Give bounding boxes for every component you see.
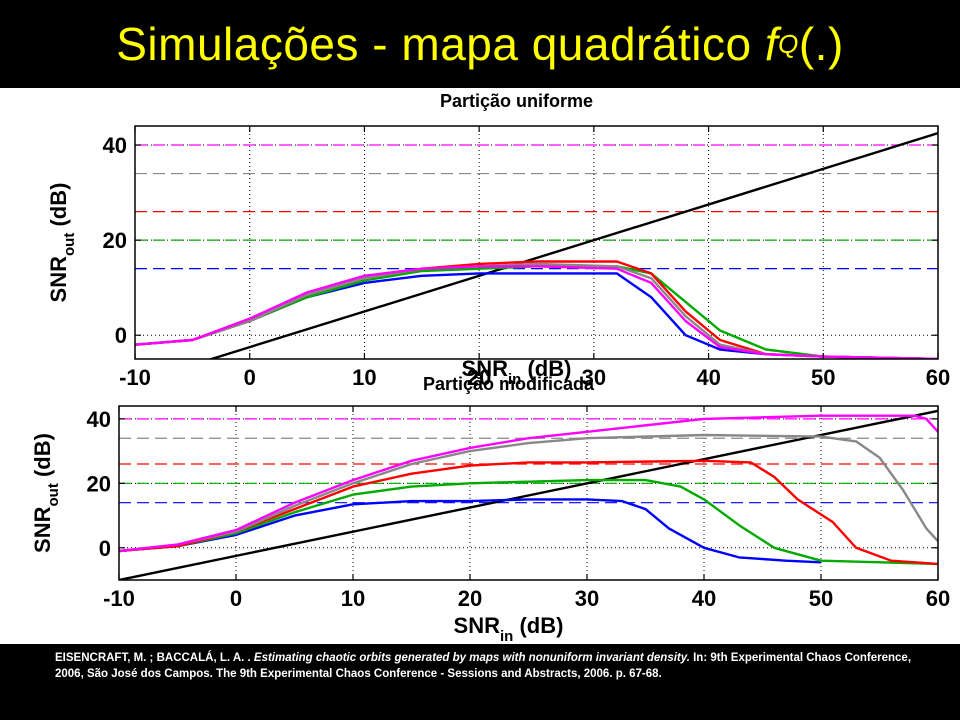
citation-details: In: 9th Experimental Chaos Conference, 2… <box>55 652 912 680</box>
x-tick-label: 30 <box>575 586 599 611</box>
y-axis-label-sub: out <box>61 233 78 256</box>
series-line <box>135 265 938 359</box>
x-tick-label: -10 <box>103 586 135 611</box>
x-tick-label: 0 <box>230 586 242 611</box>
slide-title: Simulações - mapa quadrático f Q (.) <box>0 0 960 88</box>
y-axis-label-main: SNR <box>46 256 71 303</box>
x-axis-label-main: SNR <box>454 613 501 638</box>
x-axis-label-unit: (dB) <box>521 356 571 381</box>
x-axis-label-unit: (dB) <box>513 613 563 638</box>
x-axis-label-sub: in <box>508 371 521 388</box>
series-line <box>119 459 938 566</box>
y-axis-label: SNRout (dB) <box>46 183 78 303</box>
series-line <box>119 414 938 553</box>
x-tick-label: -10 <box>119 365 151 390</box>
x-tick-label: 10 <box>341 586 365 611</box>
x-tick-label: 40 <box>696 365 720 390</box>
x-tick-label: 10 <box>352 365 376 390</box>
y-axis-label-sub: out <box>45 483 62 506</box>
y-axis-label-unit: (dB) <box>46 183 71 233</box>
series-line <box>119 478 938 566</box>
plot-frame <box>134 125 939 360</box>
y-axis-label-main: SNR <box>30 506 55 553</box>
y-axis-label-unit: (dB) <box>30 433 55 483</box>
citation-work: Estimating chaotic orbits generated by m… <box>253 652 690 664</box>
series-line <box>119 433 938 553</box>
title-subscript: Q <box>778 28 799 59</box>
citation-authors: EISENCRAFT, M. ; BACCALÁ, L. A. . <box>55 652 254 664</box>
x-tick-label: 30 <box>582 365 606 390</box>
x-axis-label: SNRin (dB) <box>454 613 564 644</box>
x-tick-label: 60 <box>926 365 950 390</box>
x-axis-label: SNRin (dB) <box>462 356 572 388</box>
x-tick-label: 20 <box>467 365 491 390</box>
chart-2: Partição modificada -10 0 10 20 30 40 50 60 0 20 40… <box>30 374 950 645</box>
title-tail: (.) <box>798 18 844 70</box>
figure-panel: Partição uniforme -10 0 10 20 30 40 50 60 0 20 40 SN… <box>0 88 960 645</box>
plot-frame <box>118 405 939 581</box>
citation: EISENCRAFT, M. ; BACCALÁ, L. A. . Estima… <box>55 650 915 682</box>
series-line <box>119 409 938 580</box>
x-axis-label-sub: in <box>500 628 513 644</box>
title-main: Simulações - mapa quadrático <box>116 18 765 70</box>
y-axis-label: SNRout (dB) <box>30 433 62 553</box>
y-tick-label: 20 <box>103 228 127 253</box>
y-tick-label: 20 <box>87 471 111 496</box>
x-tick-label: 60 <box>926 586 950 611</box>
x-tick-label: 50 <box>811 365 835 390</box>
y-tick-label: 40 <box>87 407 111 432</box>
chart-title: Partição uniforme <box>440 91 593 111</box>
series-group <box>135 131 938 359</box>
title-function: f <box>764 18 779 70</box>
y-tick-label: 40 <box>103 133 127 158</box>
charts-svg: Partição uniforme -10 0 10 20 30 40 50 60 0 20 40 SN… <box>30 91 950 645</box>
chart-1: Partição uniforme -10 0 10 20 30 40 50 60 0 20 40 SN… <box>46 91 950 390</box>
chart-title: Partição modificada <box>423 374 595 394</box>
series-line <box>207 131 938 359</box>
y-tick-label: 0 <box>99 536 111 561</box>
series-group <box>119 409 938 580</box>
x-tick-label: 40 <box>692 586 716 611</box>
x-tick-label: 20 <box>458 586 482 611</box>
y-tick-label: 0 <box>115 323 127 348</box>
x-tick-label: 0 <box>244 365 256 390</box>
series-line <box>119 498 822 564</box>
x-axis-label-main: SNR <box>462 356 509 381</box>
x-tick-label: 50 <box>809 586 833 611</box>
